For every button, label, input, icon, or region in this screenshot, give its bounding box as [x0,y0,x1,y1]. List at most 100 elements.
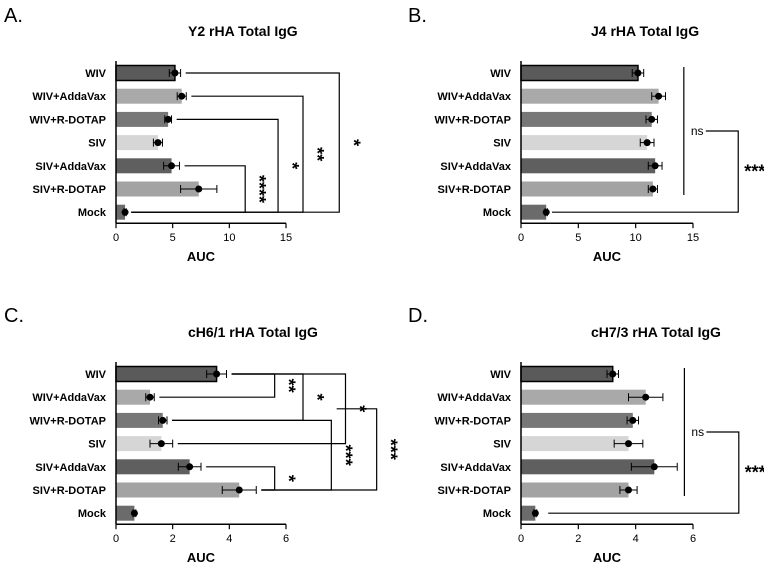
bar-siv-r-dotap [116,181,199,197]
data-point [195,185,203,193]
data-point [168,162,176,170]
x-axis-label: AUC [187,550,216,565]
significance-bracket [551,130,739,213]
data-point [649,185,657,193]
data-point [178,92,186,100]
category-label: SIV+AddaVax [35,161,107,173]
category-label: SIV [493,138,511,150]
category-label: SIV+R-DOTAP [33,485,106,497]
data-point [655,92,663,100]
data-point [634,69,642,77]
category-label: WIV+R-DOTAP [30,114,107,126]
significance-label: * [307,394,327,401]
significance-label: ** [307,147,327,161]
bar-wiv-r-dotap [116,111,169,127]
significance-label: * [279,475,299,482]
category-label: SIV [88,439,106,451]
bar-mock [116,204,126,220]
x-tick-label: 15 [280,232,292,244]
data-point [213,370,221,378]
bar-mock [521,505,536,521]
data-point [154,139,162,147]
panel-letter: D. [408,305,428,327]
category-label: SIV+R-DOTAP [438,184,511,196]
data-point [650,463,658,471]
bar-wiv [520,64,639,82]
significance-label: ns [691,425,704,439]
chart-title: cH7/3 rHA Total IgG [591,324,721,340]
x-tick-label: 6 [690,533,696,545]
data-point [542,208,550,216]
data-point [648,115,656,123]
data-point [642,393,650,401]
bar-wiv-addavax [116,389,150,405]
bar-mock [116,505,135,521]
data-point [130,509,138,517]
significance-label: * [343,139,363,146]
data-point [625,486,632,494]
x-axis-label: AUC [593,249,622,264]
significance-bracket [131,165,246,213]
significance-label: ns [691,124,704,138]
category-label: WIV+AddaVax [32,392,107,404]
data-point [171,69,179,77]
category-label: Mock [483,207,512,219]
significance-bracket [206,466,276,491]
bar-siv-addavax [116,158,172,174]
significance-label: *** [381,439,401,460]
category-label: WIV+R-DOTAP [435,114,512,126]
chart-panel-a: A. Y2 rHA Total IgG WIV WIV+AddaVax WIV+R-DO… [4,5,363,264]
significance-label: **** [249,175,269,203]
bar-wiv-addavax [116,88,182,104]
chart-panel-b: B. J4 rHA Total IgG WIV WIV+AddaVax WIV+R-DO… [408,5,764,264]
chart-title: J4 rHA Total IgG [591,23,699,39]
data-point [609,370,617,378]
panel-letter: C. [4,305,24,327]
bar-siv [521,436,629,452]
data-point [643,139,651,147]
category-label: SIV+AddaVax [440,161,512,173]
significance-label: **** [745,463,764,483]
x-tick-label: 0 [113,232,119,244]
category-label: WIV [85,68,106,80]
data-point [146,393,154,401]
bar-wiv-r-dotap [521,111,652,127]
category-label: WIV [490,68,511,80]
bar-mock [521,204,547,220]
x-tick-label: 2 [170,533,176,545]
x-tick-label: 10 [223,232,235,244]
category-label: SIV [493,439,511,451]
x-axis-label: AUC [593,550,622,565]
bar-siv-r-dotap [521,482,629,498]
bar-siv-r-dotap [116,482,240,498]
data-point [531,509,539,517]
bar-wiv [520,365,614,383]
data-point [186,463,194,471]
significance-label: **** [744,162,764,182]
bar-siv-addavax [521,459,655,475]
chart-title: Y2 rHA Total IgG [188,23,298,39]
x-tick-label: 5 [575,232,581,244]
significance-label: * [282,162,302,169]
category-label: WIV+R-DOTAP [435,415,512,427]
category-label: SIV+R-DOTAP [33,184,106,196]
data-point [159,416,167,424]
bar-siv-addavax [521,158,656,174]
category-label: WIV+AddaVax [32,91,107,103]
significance-bracket [548,431,740,514]
bar-wiv-addavax [521,88,659,104]
bar-wiv [115,365,218,383]
data-point [629,416,637,424]
data-point [651,162,659,170]
data-point [121,208,129,216]
bar-siv-addavax [116,459,190,475]
bar-wiv-r-dotap [521,412,633,428]
x-tick-label: 2 [575,533,581,545]
bar-wiv-addavax [521,389,646,405]
bar-wiv [115,64,176,82]
chart-panel-d: D. cH7/3 rHA Total IgG WIV WIV+AddaVax WIV+R… [408,305,764,565]
chart-panel-c: C. cH6/1 rHA Total IgG WIV WIV+AddaVax WIV+R… [4,305,401,565]
panel-letter: A. [4,5,23,27]
category-label: WIV [85,369,106,381]
